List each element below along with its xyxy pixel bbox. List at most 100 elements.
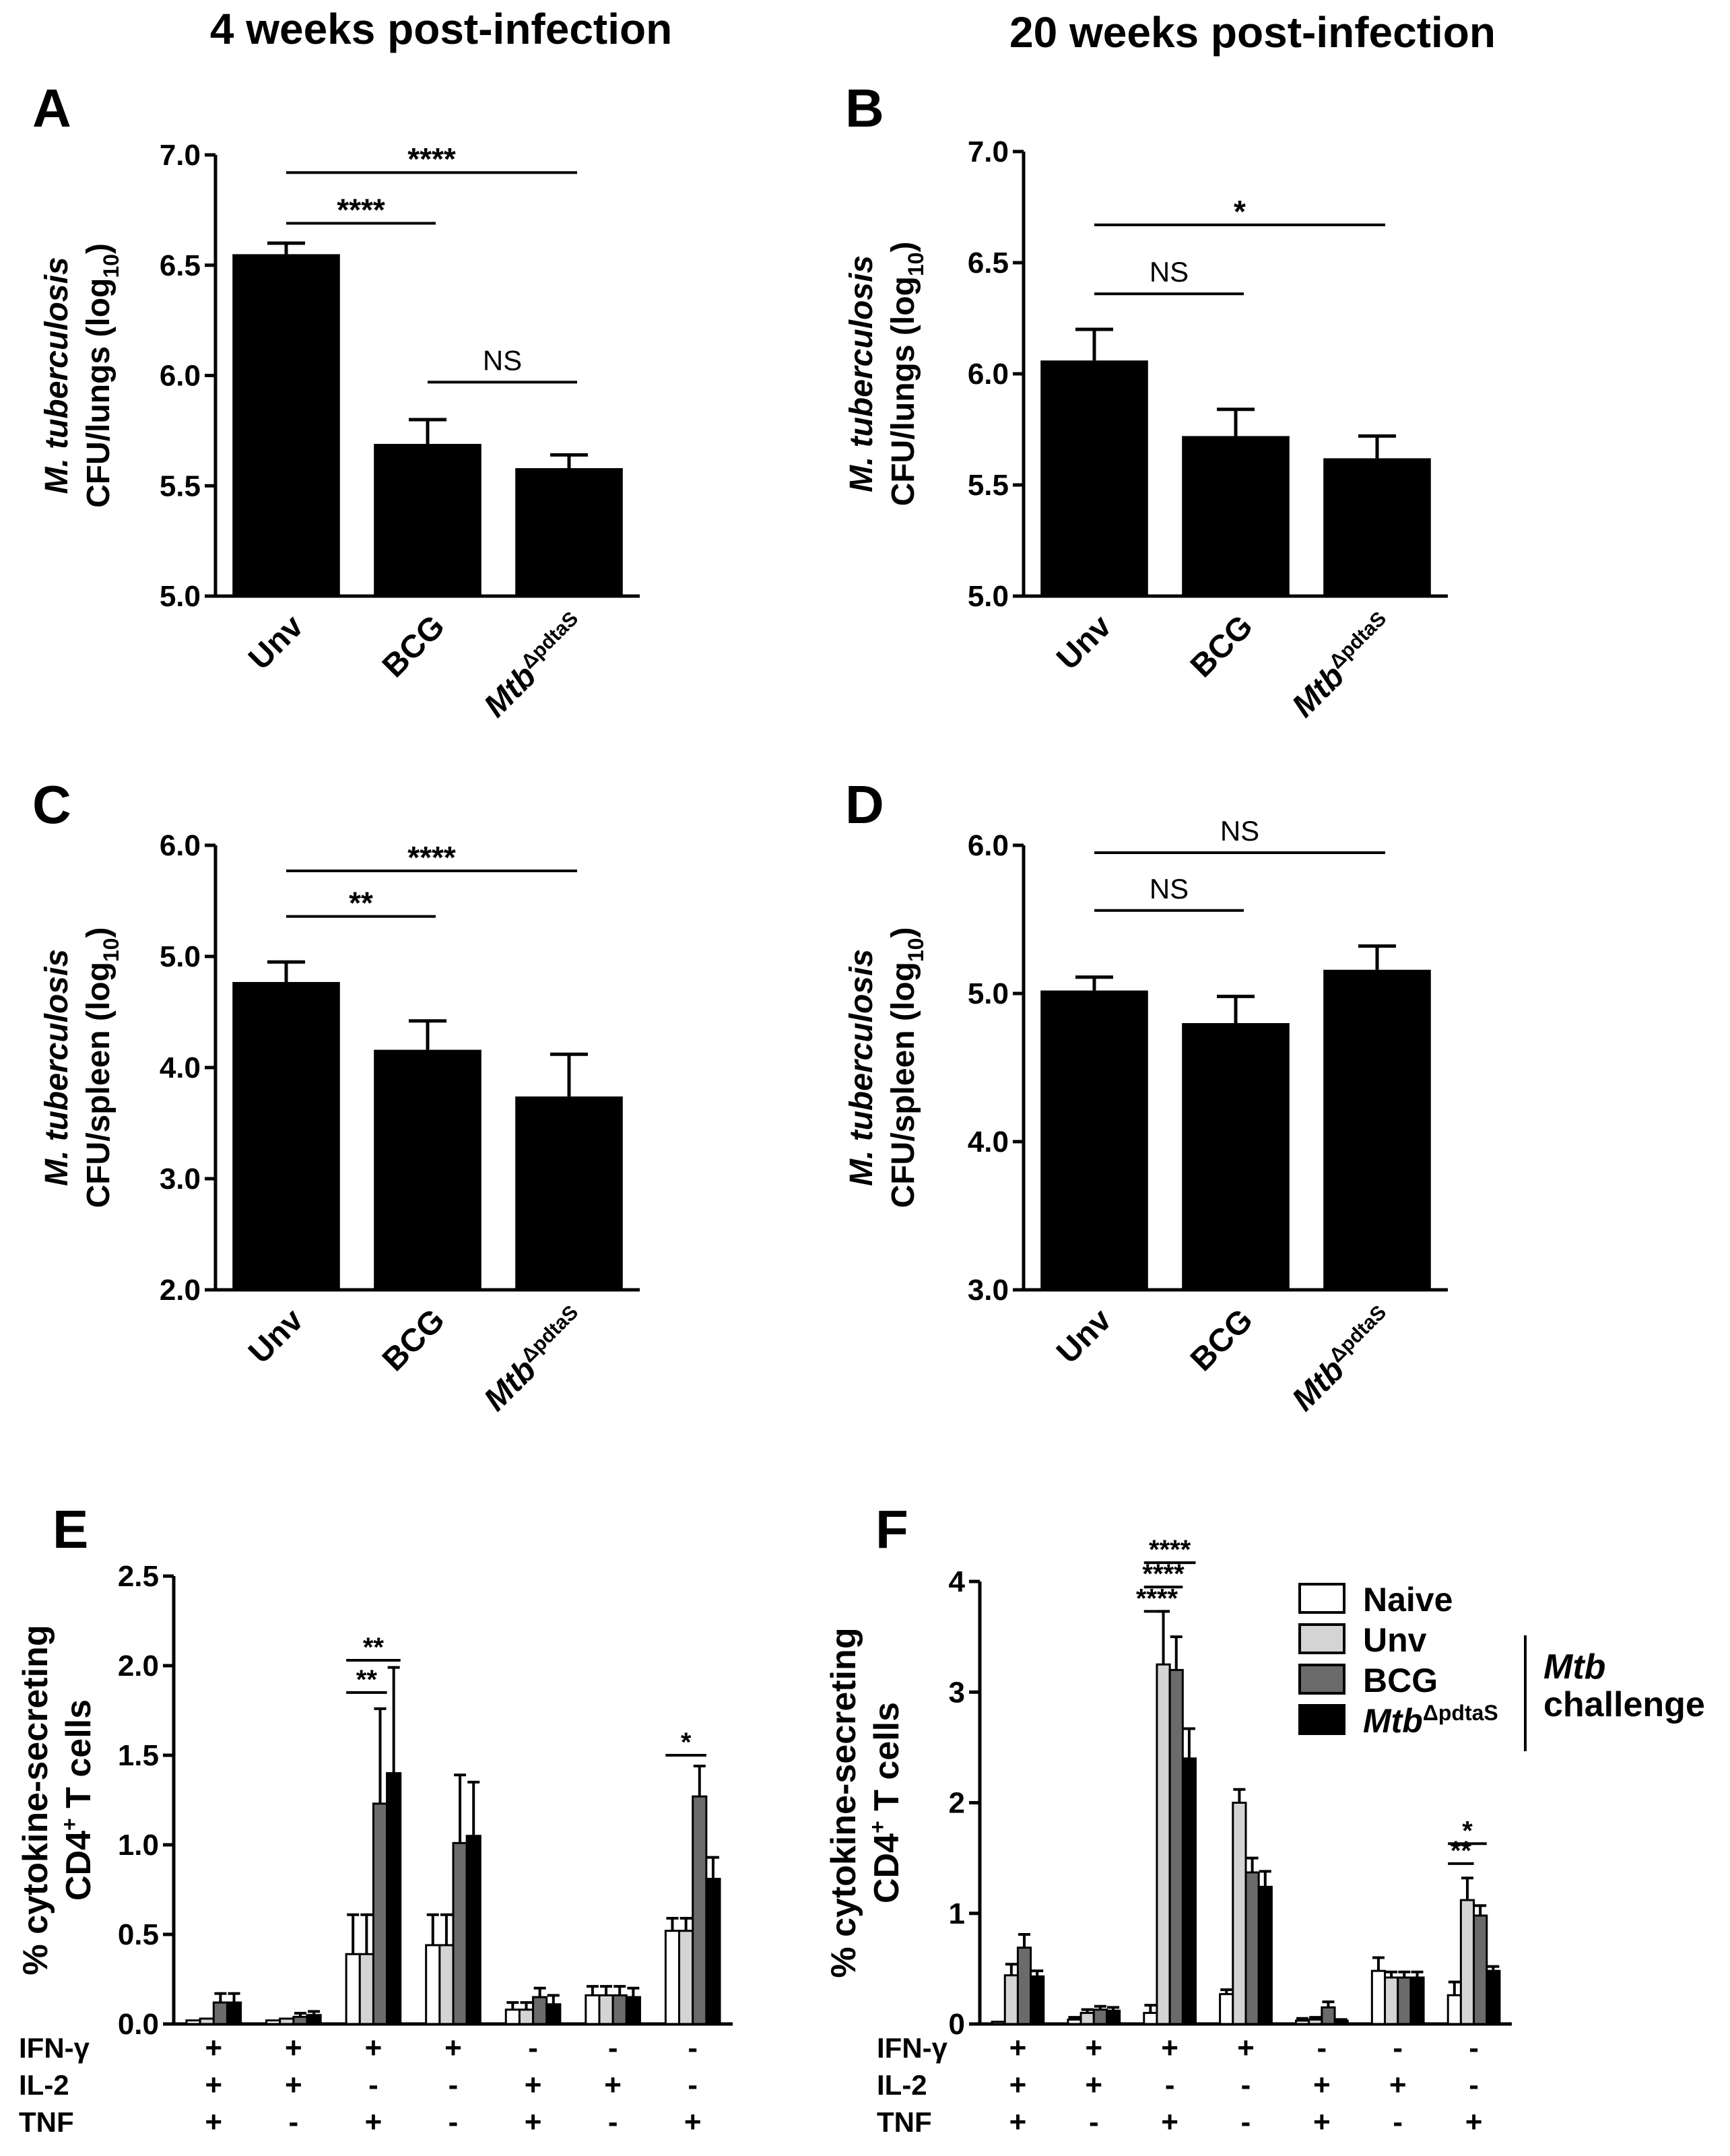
x-tick-label: Unv <box>242 608 310 677</box>
y-label-close: ) <box>886 242 921 253</box>
row-sign: - <box>1469 2031 1479 2064</box>
bar-bcg <box>1244 1871 1260 2025</box>
row-sign: + <box>1161 2031 1178 2064</box>
legend-label: Naive <box>1363 1581 1453 1619</box>
significance-label: **** <box>1149 1535 1191 1565</box>
panel-letter: C <box>32 775 71 835</box>
row-sign: + <box>285 2068 302 2101</box>
panel-A: A M. tuberculosis CFU/lungs (log10) 5.0 5.5 6… <box>32 78 640 724</box>
title-right: 20 weeks post-infection <box>1009 8 1496 57</box>
row-sign: - <box>368 2068 378 2101</box>
row-sign: + <box>604 2068 622 2101</box>
y-tick-label: 0.0 <box>118 2008 159 2041</box>
x-tick-label: MtbΔpdtaS <box>476 1301 593 1418</box>
panel-F: F% cytokine-secreting CD4+ T cells01234**… <box>824 1499 1512 2138</box>
y-label-line1: % cytokine-secreting <box>16 1625 55 1975</box>
row-sign: + <box>1009 2068 1027 2101</box>
legend-swatch <box>1298 1583 1345 1614</box>
bar-bcg <box>292 2015 308 2025</box>
x-tick-label: BCG <box>376 1302 452 1378</box>
legend-swatch <box>1298 1704 1345 1735</box>
y-axis-label: M. tuberculosis CFU/lungs (log10) <box>39 243 123 508</box>
bar-mtbpdtas <box>545 2003 562 2025</box>
y-label-unit: CFU/spleen (log <box>886 962 921 1208</box>
row-sign: + <box>1389 2068 1407 2101</box>
bar-unv <box>598 1994 614 2025</box>
row-label: IL-2 <box>877 2069 927 2101</box>
row-sign: - <box>608 2031 618 2064</box>
row-sign: + <box>365 2105 382 2138</box>
bar-bcg <box>372 1802 389 2025</box>
bar-unv <box>518 2008 535 2025</box>
y-label-cd4: CD4 <box>867 1833 906 1903</box>
x-label-superscript: ΔpdtaS <box>517 608 583 674</box>
y-tick-label: 5.0 <box>160 580 201 613</box>
bar <box>374 1049 481 1290</box>
bar-unv <box>1459 1899 1475 2025</box>
bar-unv <box>1003 1974 1019 2025</box>
y-label-close: ) <box>886 927 921 938</box>
panel-letter: B <box>845 78 884 138</box>
bar-naive <box>1067 2018 1082 2025</box>
bar-mtbpdtas <box>386 1772 402 2025</box>
panel-B: B M. tuberculosis CFU/lungs (log10) 5.0 5.5 6… <box>844 78 1448 724</box>
bar <box>1323 969 1431 1290</box>
x-tick-label: MtbΔpdtaS <box>1284 1301 1401 1418</box>
chart-layer: AM. tuberculosis CFU/lungs (log10)5.05.56… <box>16 78 1705 2138</box>
bar-mtbpdtas <box>1257 1885 1273 2025</box>
bar-bcg <box>1168 1668 1184 2025</box>
y-tick-label: 5.0 <box>968 580 1009 613</box>
y-tick-label: 5.0 <box>160 940 201 973</box>
bar <box>1040 990 1148 1290</box>
y-label-cd4: CD4 <box>59 1831 98 1901</box>
bar <box>1182 436 1290 596</box>
row-sign: + <box>1237 2031 1255 2064</box>
bar-mtbpdtas <box>1333 2019 1349 2025</box>
row-sign: - <box>608 2105 618 2138</box>
legend-label-superscript: ΔpdtaS <box>1423 1701 1498 1725</box>
row-sign: - <box>1469 2068 1479 2101</box>
bar <box>374 444 481 596</box>
row-sign: + <box>1009 2105 1027 2138</box>
x-tick-label: BCG <box>376 608 452 684</box>
significance-label: **** <box>1136 1583 1178 1613</box>
y-tick-label: 3 <box>949 1676 965 1709</box>
bar-mtbpdtas <box>625 1996 641 2025</box>
legend-bracket-title: Mtb <box>1543 1647 1605 1687</box>
y-tick-label: 6.0 <box>968 358 1009 391</box>
row-sign: - <box>448 2105 459 2138</box>
bar-unv <box>438 1944 455 2025</box>
row-sign: - <box>1317 2031 1327 2064</box>
bar-mtbpdtas <box>226 2001 242 2025</box>
bar-unv <box>1156 1663 1171 2025</box>
x-tick-label: Unv <box>1050 608 1119 677</box>
significance-label: * <box>1462 1816 1473 1845</box>
row-sign: + <box>1085 2068 1102 2101</box>
row-label: IL-2 <box>19 2069 69 2101</box>
y-tick-label: 7.0 <box>160 139 201 172</box>
y-tick-label: 2.0 <box>118 1649 159 1683</box>
y-axis-label: M. tuberculosis CFU/spleen (log10) <box>39 927 123 1208</box>
row-sign: + <box>684 2105 702 2138</box>
bar <box>232 981 340 1290</box>
row-sign: + <box>1465 2105 1483 2138</box>
significance-label: **** <box>407 840 456 875</box>
row-sign: + <box>525 2105 542 2138</box>
bar-bcg <box>1473 1914 1488 2025</box>
row-sign: - <box>1393 2031 1403 2064</box>
x-label-superscript: ΔpdtaS <box>1325 1301 1391 1367</box>
y-axis-label: % cytokine-secreting CD4+ T cells <box>824 1627 906 1978</box>
bar-bcg <box>692 1795 708 2025</box>
significance-label: NS <box>1220 815 1259 847</box>
y-label-tcells: T cells <box>59 1699 98 1818</box>
row-sign: + <box>525 2068 542 2101</box>
row-sign: + <box>1009 2031 1027 2064</box>
y-label-unit: CFU/lungs (log <box>886 276 921 506</box>
y-tick-label: 3.0 <box>160 1163 201 1196</box>
y-label-organism: M. tuberculosis <box>844 255 879 492</box>
panel-C: C M. tuberculosis CFU/spleen (log10) 2.0 3.0… <box>32 775 640 1418</box>
bar-unv <box>279 2017 295 2025</box>
y-label-organism: M. tuberculosis <box>39 257 75 494</box>
